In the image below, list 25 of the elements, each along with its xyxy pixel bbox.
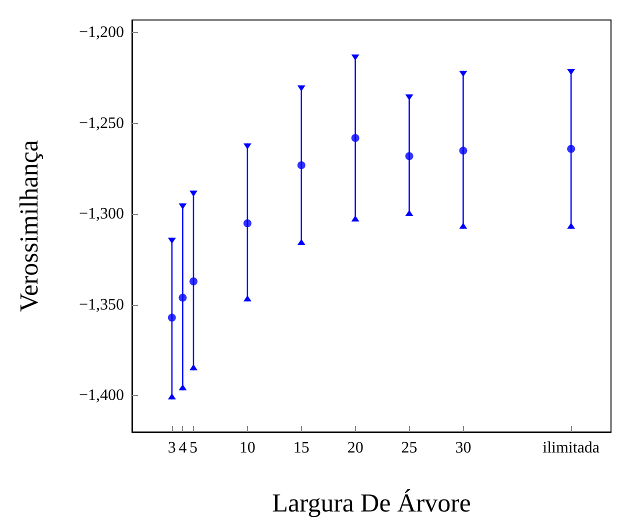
x-tick-label: 25 — [401, 440, 418, 456]
x-tick-label: ilimitada — [542, 440, 600, 456]
point — [351, 134, 360, 142]
point — [168, 314, 176, 322]
point — [190, 277, 198, 286]
x-tick-label: 5 — [189, 440, 198, 456]
x-tick-label: 30 — [455, 440, 472, 456]
point — [297, 161, 306, 170]
point — [243, 219, 252, 228]
x-tick-label: 15 — [293, 440, 310, 456]
y-tick-label: −1,300 — [78, 206, 124, 223]
x-tick-label: 20 — [347, 440, 364, 456]
y-tick-label: −1,250 — [78, 114, 124, 132]
point — [405, 152, 414, 160]
point — [567, 144, 576, 153]
y-tick-label: −1,400 — [78, 387, 124, 404]
y-tick-label: −1,350 — [78, 296, 124, 314]
y-tick-label: −1,200 — [78, 24, 124, 42]
x-tick-label: 3 — [168, 440, 176, 456]
x-tick-label: 10 — [239, 440, 256, 456]
y-axis-title: Verossimilhança — [14, 140, 44, 312]
point — [459, 146, 468, 155]
x-tick-label: 4 — [178, 440, 187, 456]
point — [178, 294, 187, 302]
x-axis-title: Largura De Árvore — [272, 488, 471, 518]
